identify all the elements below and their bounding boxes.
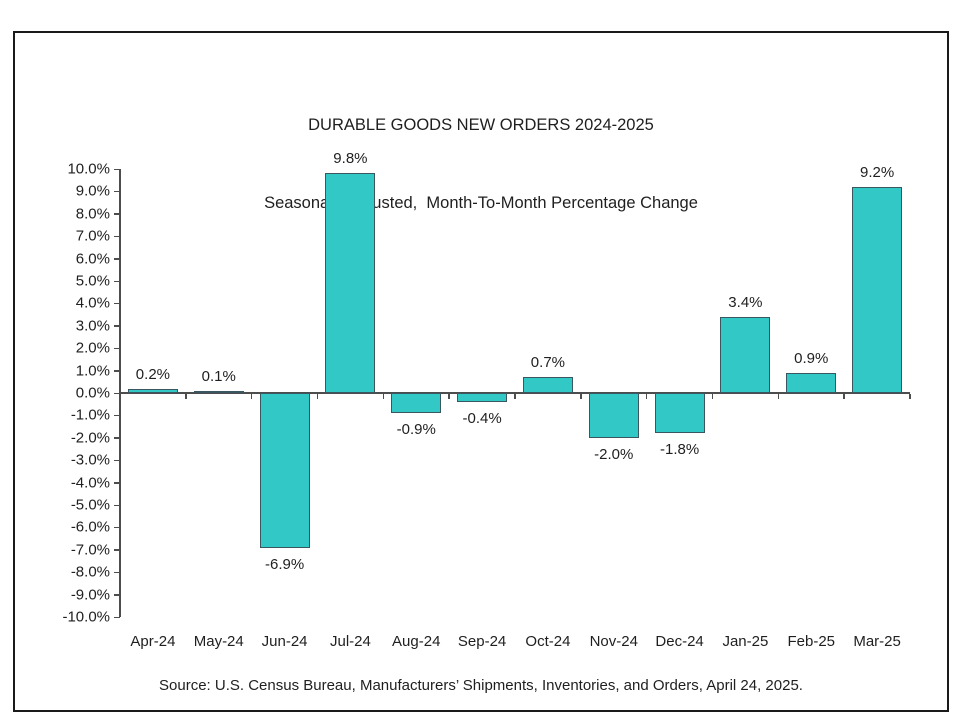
x-axis-tick	[185, 394, 187, 399]
y-axis-tick	[114, 213, 120, 215]
x-axis-category-label: May-24	[193, 633, 244, 650]
y-axis-tick-label: 5.0%	[75, 272, 110, 290]
bar-Jul-24	[325, 173, 376, 393]
bar-May-24	[193, 390, 244, 393]
x-axis-tick	[316, 394, 319, 399]
bar-value-label: 0.2%	[135, 365, 171, 383]
y-axis-tick	[114, 190, 120, 193]
bar-Apr-24	[127, 388, 178, 393]
bar-value-label: 3.4%	[728, 293, 763, 311]
y-axis-tick	[114, 235, 120, 238]
bar-Oct-24	[522, 377, 573, 393]
y-axis-tick-label: 7.0%	[75, 227, 110, 245]
chart-title-line1: DURABLE GOODS NEW ORDERS 2024-2025	[308, 116, 654, 134]
y-axis-tick	[114, 437, 120, 439]
y-axis-tick-label: -6.0%	[70, 518, 110, 536]
y-axis-tick-label: -3.0%	[70, 451, 110, 469]
y-axis-tick	[114, 414, 120, 417]
x-axis-tick	[645, 394, 648, 399]
y-axis-tick-label: -10.0%	[62, 608, 110, 626]
y-axis-tick	[114, 616, 120, 618]
y-axis-tick-label: 8.0%	[75, 205, 110, 223]
y-axis-tick	[114, 168, 120, 170]
chart-frame: DURABLE GOODS NEW ORDERS 2024-2025 Seaso…	[13, 31, 949, 712]
x-axis-category-label: Nov-24	[589, 633, 638, 650]
bar-Aug-24	[391, 393, 442, 414]
x-axis-tick	[843, 394, 845, 399]
y-axis-tick	[114, 482, 120, 484]
x-axis-tick	[448, 394, 450, 399]
x-axis-category-label: Oct-24	[525, 633, 571, 650]
x-axis-tick	[711, 394, 714, 399]
bar-Sep-24	[457, 393, 508, 402]
x-axis-tick	[580, 394, 582, 399]
bar-value-label: 0.9%	[794, 349, 829, 367]
y-axis-tick	[114, 280, 120, 282]
x-axis-category-label: Aug-24	[392, 633, 441, 650]
y-axis-tick	[114, 526, 120, 529]
y-axis-tick-label: 9.0%	[75, 182, 110, 200]
bar-value-label: -1.8%	[659, 441, 700, 459]
y-axis-tick-label: -8.0%	[70, 563, 110, 581]
bar-value-label: 0.7%	[530, 354, 566, 372]
bar-value-label: 9.2%	[859, 163, 895, 181]
x-axis-tick	[119, 394, 121, 399]
bar-Jun-24	[259, 393, 310, 548]
x-axis-tick	[382, 394, 385, 399]
source-note: Source: U.S. Census Bureau, Manufacturer…	[159, 677, 803, 694]
x-axis-zero-line	[119, 392, 910, 394]
y-axis-tick-label: 6.0%	[75, 250, 110, 268]
bar-Nov-24	[588, 393, 639, 438]
y-axis-tick-label: 0.0%	[75, 384, 110, 402]
y-axis-tick-label: -5.0%	[70, 496, 110, 514]
y-axis-tick-label: 10.0%	[67, 160, 110, 178]
x-axis-category-label: Feb-25	[787, 633, 836, 650]
x-axis-category-label: Jan-25	[722, 633, 769, 650]
x-axis-category-label: Mar-25	[853, 633, 901, 650]
x-axis-tick	[514, 394, 516, 399]
y-axis-tick	[114, 594, 120, 596]
bar-Dec-24	[654, 393, 705, 434]
bar-Jan-25	[720, 316, 771, 393]
y-axis-tick-label: 3.0%	[75, 317, 110, 335]
y-axis-tick	[114, 370, 120, 372]
bar-value-label: -0.9%	[396, 421, 436, 439]
bar-value-label: -0.4%	[462, 409, 502, 427]
y-axis-tick	[114, 459, 120, 462]
x-axis-category-label: Dec-24	[655, 633, 704, 650]
y-axis-tick-label: 2.0%	[75, 339, 110, 357]
x-axis-tick	[777, 394, 780, 399]
y-axis-tick	[114, 325, 120, 327]
x-axis-category-label: Apr-24	[130, 633, 176, 650]
y-axis-tick-label: -9.0%	[70, 586, 110, 604]
bar-value-label: -2.0%	[594, 445, 634, 463]
y-axis-tick-label: -1.0%	[70, 406, 110, 424]
y-axis-tick-label: -7.0%	[70, 541, 110, 559]
y-axis-tick-label: -4.0%	[70, 474, 110, 492]
bar-value-label: 9.8%	[333, 150, 368, 168]
plot-area: 10.0% 9.0% 8.0% 7.0% 6.0% 5.0% 4.0% 3.0% 2.0% 1.0…	[62, 151, 911, 650]
bar-Mar-25	[852, 186, 903, 393]
x-axis-category-label: Jul-24	[329, 633, 371, 650]
bar-value-label: 0.1%	[201, 367, 236, 385]
y-axis-tick	[114, 504, 120, 506]
x-axis-category-label: Sep-24	[457, 633, 507, 650]
y-axis-tick	[114, 392, 120, 394]
bar-value-label: -6.9%	[264, 555, 305, 573]
y-axis-tick-label: 1.0%	[75, 362, 110, 380]
y-axis-tick	[114, 549, 120, 551]
y-axis-tick	[114, 571, 120, 574]
y-axis-tick-label: -2.0%	[70, 429, 110, 447]
y-axis-tick	[114, 302, 120, 305]
y-axis-tick	[114, 347, 120, 350]
x-axis-tick	[909, 394, 911, 399]
x-axis-tick	[250, 394, 253, 399]
y-axis-tick-label: 4.0%	[75, 294, 110, 312]
x-axis-category-label: Jun-24	[261, 633, 308, 650]
y-axis-tick	[114, 258, 120, 260]
bar-Feb-25	[786, 372, 837, 393]
